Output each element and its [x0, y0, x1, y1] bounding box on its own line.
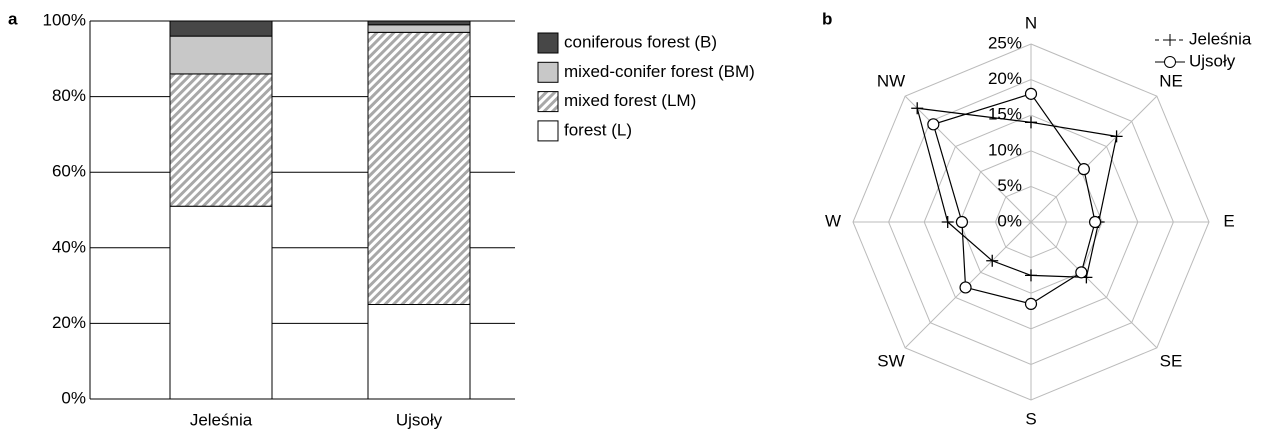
legend-marker [1164, 34, 1176, 46]
legend-label: Ujsoły [1189, 51, 1236, 70]
legend-label: mixed forest (LM) [564, 91, 696, 110]
category-label: NW [877, 71, 905, 90]
bar-segment [169, 205, 273, 400]
category-label: W [825, 211, 841, 230]
x-tick-label: Ujsoły [396, 410, 443, 429]
legend-swatch [537, 91, 559, 113]
bar-segment [367, 24, 471, 33]
grid-ring [852, 43, 1210, 401]
r-tick-label: 15% [988, 105, 1022, 124]
y-tick-label: 40% [52, 237, 86, 256]
marker [1025, 269, 1037, 282]
y-tick-label: 80% [52, 86, 86, 105]
y-tick-label: 60% [52, 162, 86, 181]
marker [941, 216, 954, 228]
bar-segment [367, 304, 471, 400]
marker [959, 281, 972, 294]
grid-ring [923, 114, 1139, 330]
marker [1025, 116, 1037, 129]
marker [986, 254, 999, 267]
category-label: SW [877, 351, 904, 370]
x-tick-label: Jeleśnia [190, 410, 253, 429]
legend-swatch [537, 32, 559, 54]
category-label: SE [1160, 351, 1183, 370]
marker [1110, 130, 1123, 143]
marker [1075, 266, 1088, 279]
panel-label: a [8, 9, 18, 28]
legend-marker [1164, 56, 1176, 68]
r-tick-label: 10% [988, 140, 1022, 159]
bar-segment [169, 20, 273, 37]
spoke [1030, 95, 1158, 223]
marker [927, 118, 940, 131]
bar-segment [169, 73, 273, 207]
spoke [904, 95, 1032, 223]
panel-label: b [822, 9, 832, 28]
legend-swatch [537, 61, 559, 83]
marker [911, 102, 924, 115]
marker [1024, 87, 1038, 100]
bar-segment [169, 35, 273, 75]
y-tick-label: 100% [43, 10, 86, 29]
legend-label: coniferous forest (B) [564, 32, 717, 51]
category-label: N [1025, 13, 1037, 32]
spoke [1030, 221, 1158, 349]
r-tick-label: 5% [997, 176, 1022, 195]
r-tick-label: 25% [988, 33, 1022, 52]
legend-label: forest (L) [564, 120, 632, 139]
category-label: E [1223, 211, 1234, 230]
r-tick-label: 0% [997, 211, 1022, 230]
legend-label: mixed-conifer forest (BM) [564, 62, 755, 81]
category-label: NE [1159, 71, 1183, 90]
series-line [932, 93, 1096, 305]
marker [1077, 163, 1090, 176]
legend-swatch [537, 120, 559, 142]
category-label: S [1025, 409, 1036, 428]
bar-segment [367, 31, 471, 306]
legend-label: Jeleśnia [1189, 29, 1252, 48]
bar-segment [367, 20, 471, 26]
r-tick-label: 20% [988, 69, 1022, 88]
marker [1024, 297, 1038, 310]
y-tick-label: 0% [61, 388, 86, 407]
y-tick-label: 20% [52, 313, 86, 332]
marker [955, 215, 969, 229]
marker [1088, 215, 1102, 229]
grid-ring [994, 185, 1068, 259]
grid-ring [888, 79, 1174, 365]
